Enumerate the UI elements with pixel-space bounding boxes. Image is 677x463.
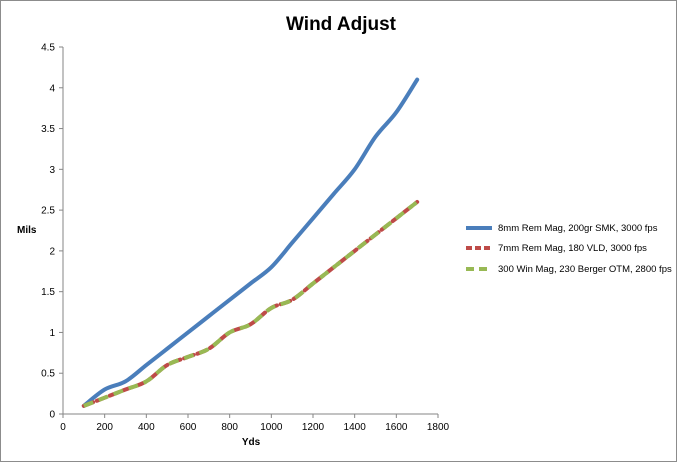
y-tick-label: 1.5	[41, 287, 55, 298]
chart-title: Wind Adjust	[286, 14, 397, 35]
series-lines	[81, 77, 420, 408]
x-tick-label: 1200	[302, 422, 325, 433]
x-tick-label: 400	[138, 422, 155, 433]
x-tick-label: 1600	[385, 422, 408, 433]
x-axis-ticks: 0 200 400 600 800 1000 1200 1400 1600 1800	[60, 414, 450, 433]
x-tick-label: 1800	[427, 422, 450, 433]
y-tick-label: 4	[49, 83, 55, 94]
y-tick-label: 2.5	[41, 206, 55, 217]
y-tick-label: 0.5	[41, 369, 55, 380]
legend-label-300-win-mag: 300 Win Mag, 230 Berger OTM, 2800 fps	[498, 264, 672, 275]
x-axis-label: Yds	[242, 437, 261, 448]
x-tick-label: 800	[221, 422, 238, 433]
y-tick-label: 3.5	[41, 124, 55, 135]
y-tick-label: 3	[49, 165, 55, 176]
x-tick-label: 200	[96, 422, 113, 433]
y-tick-label: 1	[49, 328, 55, 339]
x-tick-label: 1000	[260, 422, 283, 433]
x-tick-label: 0	[60, 422, 66, 433]
y-axis-label: Mils	[17, 225, 37, 236]
y-tick-label: 0	[49, 410, 55, 421]
series-line-300-win-mag	[83, 200, 419, 408]
legend: 8mm Rem Mag, 200gr SMK, 3000 fps 7mm Rem…	[466, 223, 672, 275]
y-tick-label: 4.5	[41, 43, 55, 54]
y-tick-label: 2	[49, 246, 55, 257]
legend-label-7mm: 7mm Rem Mag, 180 VLD, 3000 fps	[498, 243, 647, 254]
x-tick-label: 600	[180, 422, 197, 433]
y-axis-ticks: 0 0.5 1 1.5 2 2.5 3 3.5 4 4.5	[41, 43, 63, 421]
series-line-8mm	[81, 77, 420, 408]
legend-label-8mm: 8mm Rem Mag, 200gr SMK, 3000 fps	[498, 223, 658, 234]
x-tick-label: 1400	[344, 422, 367, 433]
